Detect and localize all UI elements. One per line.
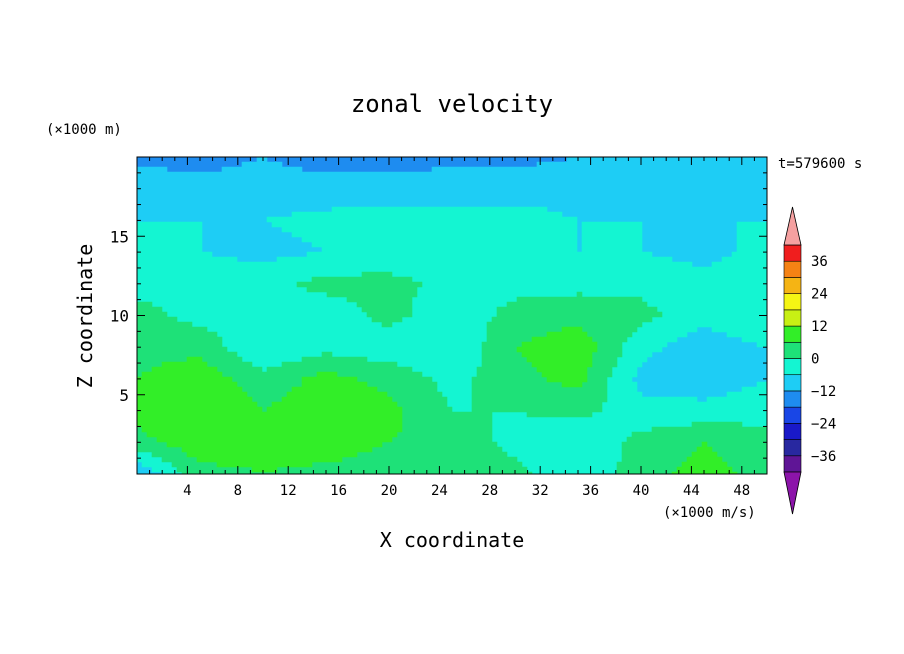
colorbar-level-4	[783, 390, 802, 408]
field-band-3	[136, 271, 768, 475]
y-tick-label: 5	[119, 386, 129, 405]
x-tick-label: 4	[183, 483, 191, 499]
y-axis-label: Z coordinate	[73, 244, 97, 389]
field-band-1	[136, 156, 768, 475]
x-axis-label: X coordinate	[380, 528, 525, 552]
time-label: t=579600 s	[778, 156, 862, 172]
colorbar-level-8	[783, 325, 802, 343]
colorbar-level-5	[783, 374, 802, 392]
y-unit-label: (×1000 m)	[46, 122, 122, 138]
x-tick-label: 20	[381, 483, 398, 499]
colorbar-tick-label: 0	[811, 352, 819, 368]
colorbar-level-6	[783, 358, 802, 376]
chart-title: zonal velocity	[351, 90, 553, 118]
colorbar-tick-label: −24	[811, 416, 836, 432]
colorbar-tick-label: 12	[811, 319, 828, 335]
x-unit-label: (×1000 m/s)	[663, 505, 756, 521]
colorbar-level-0	[783, 455, 802, 473]
field-band-4	[136, 326, 738, 475]
y-tick-label: 10	[110, 307, 129, 326]
y-tick-label: 15	[110, 227, 129, 246]
colorbar-tick-label: −36	[811, 449, 836, 465]
colorbar-level-12	[783, 260, 802, 278]
colorbar: 36 24 12 0 −12 −24 −36	[783, 206, 836, 515]
x-tick-label: 16	[330, 483, 347, 499]
x-tick-label: 12	[280, 483, 297, 499]
colorbar-level-13	[783, 244, 802, 262]
x-tick-label: 28	[481, 483, 498, 499]
x-tick-label: 44	[683, 483, 700, 499]
colorbar-level-9	[783, 309, 802, 327]
colorbar-tick-label: 24	[811, 287, 828, 303]
colorbar-level-11	[783, 277, 802, 294]
colorbar-tick-label: −12	[811, 384, 836, 400]
colorbar-level-2	[783, 423, 802, 440]
colorbar-under-triangle	[783, 471, 802, 515]
x-tick-label: 40	[633, 483, 650, 499]
colorbar-over-triangle	[783, 206, 802, 246]
velocity-field	[136, 156, 768, 475]
colorbar-level-10	[783, 293, 802, 311]
x-tick-label: 32	[532, 483, 549, 499]
colorbar-tick-label: 36	[811, 254, 828, 270]
x-tick-label: 24	[431, 483, 448, 499]
colorbar-level-1	[783, 439, 802, 457]
colorbar-level-7	[783, 341, 802, 359]
colorbar-level-3	[783, 406, 802, 424]
x-tick-label: 48	[733, 483, 750, 499]
x-tick-label: 8	[234, 483, 242, 499]
x-tick-label: 36	[582, 483, 599, 499]
